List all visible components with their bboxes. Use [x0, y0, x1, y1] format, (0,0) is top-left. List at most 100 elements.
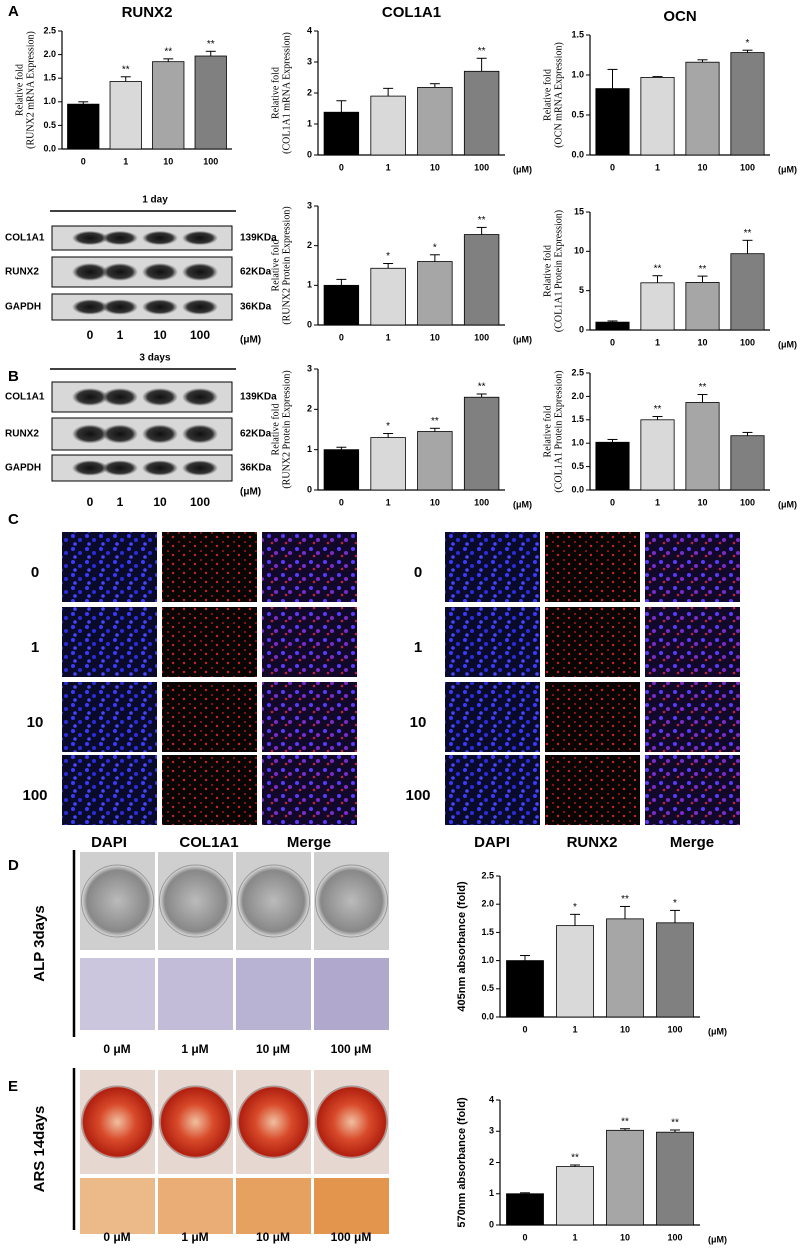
y-tick-label: 0.0: [481, 1011, 494, 1021]
blot-size-label: 62KDa: [240, 429, 272, 440]
micrograph: [80, 1178, 155, 1234]
error-bar: [336, 446, 347, 450]
bar: [152, 61, 185, 150]
y-tick-label: 1: [307, 118, 312, 128]
x-tick-label: 0: [610, 337, 615, 347]
error-bar: [607, 320, 618, 323]
bar: [463, 234, 500, 326]
bar: [417, 431, 453, 491]
significance: **: [431, 416, 439, 427]
significance: **: [478, 46, 486, 57]
fluorescence-image: [545, 532, 640, 602]
x-tick-label: 0: [81, 156, 86, 166]
error-bar: [570, 913, 580, 926]
y-axis-label: (RUNX2 mRNA Expression): [25, 31, 36, 149]
x-tick-label: 100: [740, 162, 755, 172]
y-tick-label: 1.5: [481, 927, 494, 937]
blot-band: [102, 230, 138, 246]
bar: [463, 70, 500, 156]
bar: [685, 402, 720, 491]
x-tick-label: 100: [474, 162, 489, 172]
fluorescence-image: [445, 532, 540, 602]
stain-label: ARS 14days: [31, 1106, 48, 1193]
significance: **: [654, 404, 662, 415]
chart-title: RUNX2: [122, 4, 173, 21]
dose-label: 1 μM: [181, 1230, 208, 1244]
bar: [323, 449, 360, 491]
micrograph: [158, 1178, 233, 1234]
x-tick-label: 10: [430, 497, 440, 507]
y-tick-label: 5: [579, 285, 584, 295]
blot-band: [142, 460, 178, 476]
error-bar: [670, 1129, 680, 1133]
error-bar: [476, 226, 487, 235]
y-tick-label: 2.0: [43, 49, 56, 59]
significance: **: [699, 264, 707, 275]
error-bar: [205, 50, 216, 57]
blot-band: [102, 299, 138, 315]
x-tick-label: 0: [610, 497, 615, 507]
blot-row-label: RUNX2: [5, 429, 39, 440]
bar: [730, 435, 765, 491]
blot-band: [72, 230, 108, 246]
fluorescence-image: [162, 607, 257, 677]
lane-label: 100: [190, 495, 210, 509]
x-tick-label: 1: [655, 337, 660, 347]
panel-label: D: [8, 857, 19, 874]
x-tick-label: 1: [572, 1232, 577, 1242]
blot-band: [182, 263, 218, 281]
y-tick-label: 2: [307, 404, 312, 414]
x-tick-label: 100: [203, 156, 218, 166]
bar: [685, 61, 720, 156]
error-bar: [163, 58, 174, 62]
fluorescence-image: [445, 682, 540, 752]
blot-band: [182, 460, 218, 476]
bar: [656, 922, 694, 1018]
micrograph: [236, 1178, 311, 1234]
y-axis-label: Relative fold: [270, 404, 281, 456]
x-unit: (μM): [778, 339, 797, 349]
blot-band: [142, 388, 178, 406]
error-bar: [742, 49, 753, 53]
x-unit: (μM): [778, 164, 797, 174]
bar: [417, 261, 453, 326]
error-bar: [607, 68, 618, 89]
bar: [606, 918, 644, 1018]
significance: **: [164, 46, 172, 57]
panel-label: E: [8, 1078, 18, 1095]
significance: **: [478, 215, 486, 226]
error-bar: [652, 416, 663, 420]
x-tick-label: 10: [430, 162, 440, 172]
y-axis-label: 405nm absorbance (fold): [456, 881, 468, 1012]
blot-band: [102, 460, 138, 476]
dish: [159, 1085, 232, 1159]
error-bar: [336, 278, 347, 286]
bar: [506, 960, 544, 1018]
row-label: 10: [410, 714, 427, 731]
y-tick-label: 1.5: [43, 73, 56, 83]
x-tick-label: 0: [522, 1024, 527, 1034]
x-tick-label: 1: [572, 1024, 577, 1034]
significance: **: [654, 263, 662, 274]
y-axis-label: (COL1A1 Protein Expression): [553, 210, 564, 332]
significance: *: [573, 902, 577, 913]
blot-size-label: 36KDa: [240, 302, 272, 313]
dish: [237, 864, 310, 938]
row-label: 0: [414, 564, 422, 581]
error-bar: [620, 905, 630, 919]
blot-band: [182, 424, 218, 444]
lane-label: 10: [153, 495, 167, 509]
blot-band: [72, 299, 108, 315]
significance: **: [478, 382, 486, 393]
bar: [640, 419, 675, 491]
dose-label: 100 μM: [331, 1042, 372, 1056]
panel-label: B: [8, 368, 19, 385]
y-tick-label: 2: [489, 1157, 494, 1167]
fluorescence-image: [445, 607, 540, 677]
row-label: 0: [31, 564, 39, 581]
x-tick-label: 1: [655, 497, 660, 507]
x-unit: (μM): [513, 334, 532, 344]
error-bar: [383, 263, 394, 269]
x-tick-label: 100: [474, 497, 489, 507]
